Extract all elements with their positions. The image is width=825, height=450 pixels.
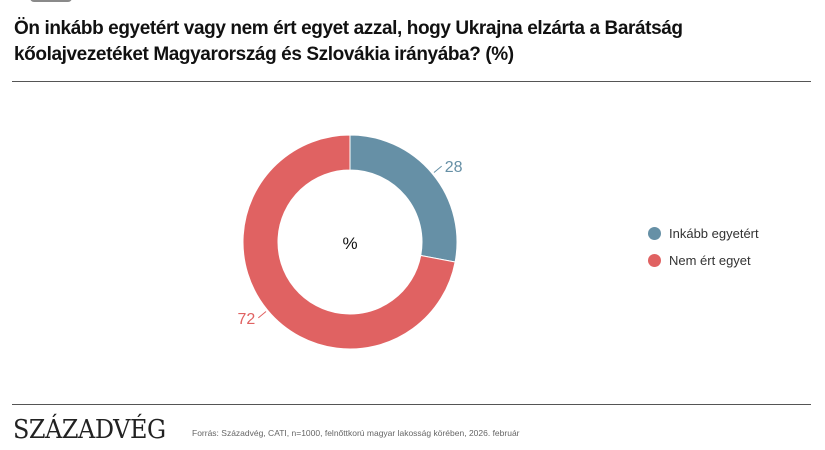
- label-leader: [257, 311, 267, 319]
- legend-item: Inkább egyetért: [648, 220, 759, 247]
- donut-slice: [242, 134, 456, 350]
- legend: Inkább egyetért Nem ért egyet: [648, 220, 759, 274]
- source-note: Forrás: Századvég, CATI, n=1000, felnőtt…: [192, 428, 520, 438]
- legend-item: Nem ért egyet: [648, 247, 759, 274]
- center-label: %: [342, 234, 357, 253]
- chart-title: Ön inkább egyetért vagy nem ért egyet az…: [14, 18, 683, 65]
- data-label: 28: [445, 159, 463, 176]
- legend-swatch: [648, 254, 661, 267]
- top-divider: [12, 81, 811, 82]
- data-label: 72: [238, 311, 256, 328]
- logo: SZÁZADVÉG: [13, 415, 166, 445]
- top-tab: [30, 0, 72, 2]
- donut-slice: [349, 134, 458, 263]
- legend-label: Nem ért egyet: [669, 253, 751, 268]
- label-leader: [433, 165, 443, 173]
- bottom-divider: [12, 404, 811, 405]
- legend-label: Inkább egyetért: [669, 226, 759, 241]
- legend-swatch: [648, 227, 661, 240]
